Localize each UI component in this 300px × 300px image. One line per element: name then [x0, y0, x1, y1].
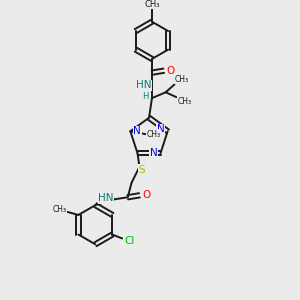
- Text: CH₃: CH₃: [53, 205, 67, 214]
- Text: S: S: [138, 165, 145, 175]
- Text: HN: HN: [98, 193, 114, 203]
- Text: CH₃: CH₃: [144, 0, 160, 9]
- Text: N: N: [150, 148, 158, 158]
- Text: N: N: [134, 126, 141, 136]
- Text: O: O: [142, 190, 150, 200]
- Text: O: O: [167, 66, 175, 76]
- Text: CH₃: CH₃: [174, 75, 188, 84]
- Text: H: H: [142, 92, 148, 101]
- Text: CH₃: CH₃: [177, 97, 191, 106]
- Text: Cl: Cl: [125, 236, 135, 246]
- Text: N: N: [157, 124, 165, 134]
- Text: HN: HN: [136, 80, 152, 90]
- Text: CH₃: CH₃: [147, 130, 161, 139]
